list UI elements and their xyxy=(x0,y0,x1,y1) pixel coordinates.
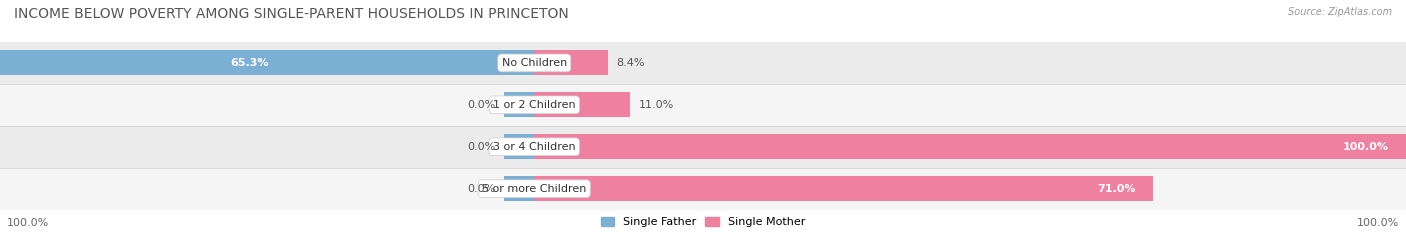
Text: 1 or 2 Children: 1 or 2 Children xyxy=(494,100,575,110)
Bar xyxy=(503,176,534,201)
Text: 3 or 4 Children: 3 or 4 Children xyxy=(494,142,575,152)
Text: 0.0%: 0.0% xyxy=(467,184,495,194)
Bar xyxy=(0,168,1406,210)
Bar xyxy=(534,92,630,117)
Text: 5 or more Children: 5 or more Children xyxy=(482,184,586,194)
Text: 8.4%: 8.4% xyxy=(616,58,645,68)
Text: 65.3%: 65.3% xyxy=(231,58,269,68)
Bar xyxy=(503,134,534,159)
Bar xyxy=(534,176,1153,201)
Bar xyxy=(0,126,1406,168)
Text: 100.0%: 100.0% xyxy=(1357,218,1399,228)
Text: 100.0%: 100.0% xyxy=(1343,142,1389,152)
Bar xyxy=(534,134,1406,159)
Text: 0.0%: 0.0% xyxy=(467,142,495,152)
Bar xyxy=(0,84,1406,126)
Text: 11.0%: 11.0% xyxy=(638,100,673,110)
Text: Source: ZipAtlas.com: Source: ZipAtlas.com xyxy=(1288,7,1392,17)
Bar xyxy=(0,42,1406,84)
Bar xyxy=(503,92,534,117)
Text: No Children: No Children xyxy=(502,58,567,68)
Text: 71.0%: 71.0% xyxy=(1097,184,1136,194)
Text: 0.0%: 0.0% xyxy=(467,100,495,110)
Bar xyxy=(0,50,534,75)
Bar xyxy=(534,50,607,75)
Text: INCOME BELOW POVERTY AMONG SINGLE-PARENT HOUSEHOLDS IN PRINCETON: INCOME BELOW POVERTY AMONG SINGLE-PARENT… xyxy=(14,7,569,21)
Text: 100.0%: 100.0% xyxy=(7,218,49,228)
Legend: Single Father, Single Mother: Single Father, Single Mother xyxy=(600,217,806,227)
